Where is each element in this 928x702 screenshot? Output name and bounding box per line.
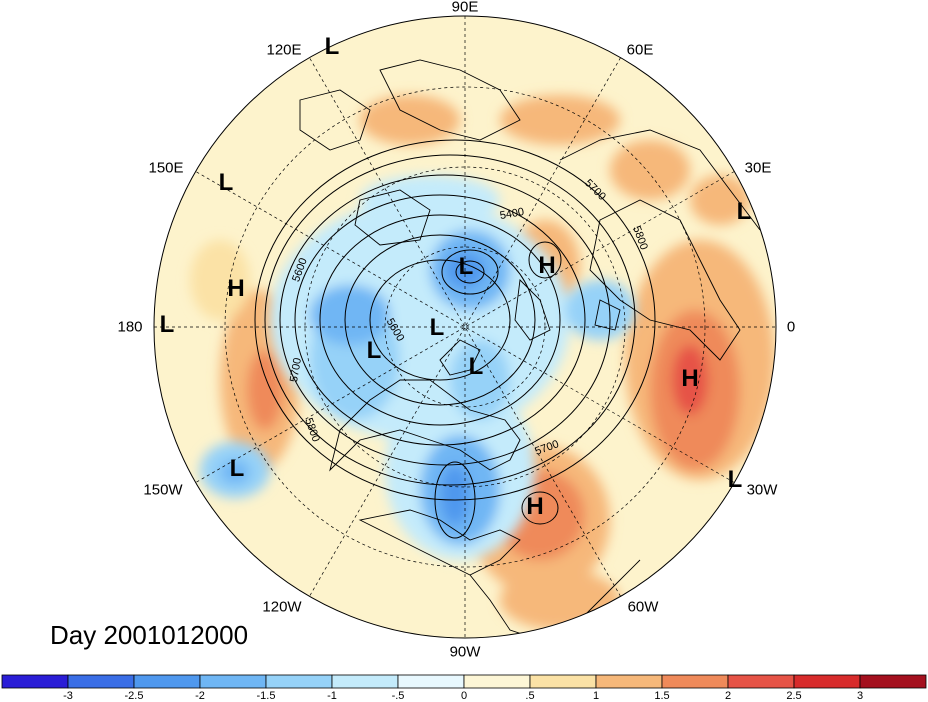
low-pressure-marker: L (324, 33, 340, 60)
colorbar-tick-label: -2 (195, 690, 205, 702)
high-pressure-marker: H (681, 365, 699, 392)
low-pressure-marker: L (159, 311, 175, 338)
colorbar-tick-label: -1.5 (256, 690, 276, 702)
lon-label-150w: 150W (143, 481, 183, 499)
colorbar-swatch (595, 674, 663, 689)
colorbar-swatch (199, 674, 267, 689)
colorbar-tick-label: -2.5 (124, 690, 144, 702)
colorbar-tick-label: 2 (724, 690, 732, 702)
colorbar-tick-label: -1 (327, 690, 337, 702)
high-pressure-marker: H (526, 493, 544, 520)
low-pressure-marker: L (429, 314, 445, 341)
colorbar-tick-label: 1.5 (654, 690, 670, 702)
lon-label-120w: 120W (262, 598, 302, 616)
colorbar-swatch (529, 674, 597, 689)
lon-label-60e: 60E (626, 41, 654, 59)
colorbar-tick-label: .5 (525, 690, 535, 702)
coastlines (299, 59, 761, 638)
colorbar-tick-label: 3 (856, 690, 864, 702)
low-pressure-marker: L (366, 337, 382, 364)
colorbar-tick-label: -.5 (391, 690, 405, 702)
colorbar-swatch (397, 674, 465, 689)
colorbar-tick-label: 2.5 (786, 690, 802, 702)
colorbar-swatch (331, 674, 399, 689)
lon-label-150e: 150E (148, 159, 184, 177)
colorbar-swatch (1, 674, 69, 689)
low-pressure-marker: L (229, 455, 245, 482)
lon-label-180: 180 (117, 318, 143, 336)
colorbar (1, 674, 927, 689)
lon-label-30e: 30E (744, 159, 772, 177)
high-pressure-marker: H (227, 275, 245, 302)
lon-label-120e: 120E (266, 41, 302, 59)
low-pressure-marker: L (218, 169, 234, 196)
colorbar-swatch (859, 674, 927, 689)
colorbar-swatch (265, 674, 333, 689)
height-contours (254, 139, 656, 539)
lon-label-30w: 30W (746, 481, 778, 499)
lon-label-60w: 60W (627, 598, 659, 616)
day-label: Day 2001012000 (50, 620, 249, 650)
colorbar-swatch (727, 674, 795, 689)
low-pressure-marker: L (458, 253, 474, 280)
low-pressure-marker: L (468, 353, 484, 380)
colorbar-swatch (67, 674, 135, 689)
lon-label-90w: 90W (449, 643, 481, 661)
low-pressure-marker: L (736, 198, 752, 225)
colorbar-tick-label: -3 (63, 690, 73, 702)
colorbar-tick-label: 0 (460, 690, 468, 702)
graticule (154, 16, 776, 638)
colorbar-swatch (463, 674, 531, 689)
colorbar-swatch (793, 674, 861, 689)
lon-label-90e: 90E (451, 0, 479, 16)
colorbar-swatch (661, 674, 729, 689)
colorbar-tick-label: 1 (592, 690, 600, 702)
high-pressure-marker: H (538, 252, 556, 279)
map-boundary (153, 15, 777, 639)
lon-label-0: 0 (786, 318, 796, 336)
colorbar-swatch (133, 674, 201, 689)
low-pressure-marker: L (727, 466, 743, 493)
